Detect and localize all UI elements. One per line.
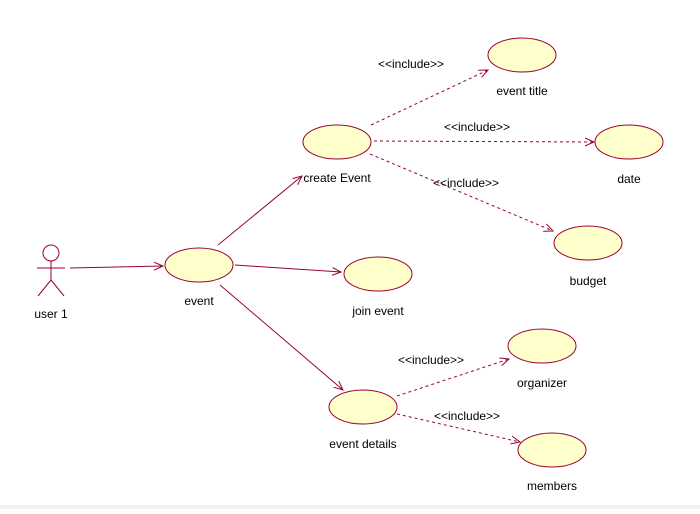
usecase-members-label: members [527,479,577,493]
association-event-join [234,264,341,272]
usecase-organizer-label: organizer [517,376,567,390]
usecase-event-label: event [184,294,214,308]
stereotype-include-members: <<include>> [434,409,500,423]
association-event-details [219,284,343,390]
usecase-event[interactable] [164,247,234,283]
include-line-organizer [396,359,509,397]
association-user-event [69,266,163,268]
usecase-create-event-label: create Event [303,171,371,185]
usecase-create-event[interactable] [302,124,372,160]
stereotype-include-date: <<include>> [444,120,510,134]
association-event-create [217,176,302,246]
usecase-date[interactable] [594,124,664,160]
include-line-date [373,141,594,142]
actor-right-leg [50,279,65,297]
usecase-organizer[interactable] [507,328,577,364]
usecase-budget[interactable] [553,225,623,261]
usecase-event-details-label: event details [329,437,396,451]
stereotype-include-title: <<include>> [378,57,444,71]
usecase-join-event-label: join event [351,304,404,318]
include-line-event-title [370,70,488,126]
usecase-members[interactable] [517,432,587,468]
actor-left-leg [37,279,52,297]
stereotype-include-budget: <<include>> [433,176,499,190]
usecase-event-details[interactable] [328,389,398,425]
actor-head [42,244,60,262]
usecase-date-label: date [617,172,641,186]
usecase-event-title[interactable] [487,37,557,73]
bottom-border [0,505,700,509]
include-line-budget [369,153,553,231]
actor-user-1[interactable] [37,244,65,297]
usecase-join-event[interactable] [343,256,413,292]
actor-label: user 1 [34,307,68,321]
usecase-event-title-label: event title [496,84,548,98]
stereotype-include-organizer: <<include>> [398,353,464,367]
usecase-budget-label: budget [570,274,607,288]
